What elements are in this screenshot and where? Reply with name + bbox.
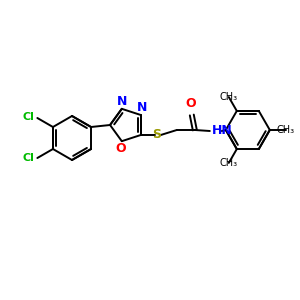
Text: CH₃: CH₃ — [220, 158, 238, 168]
Text: Cl: Cl — [22, 112, 34, 122]
Text: O: O — [116, 142, 126, 155]
Text: S: S — [152, 128, 161, 142]
Text: CH₃: CH₃ — [277, 125, 295, 135]
Text: N: N — [136, 101, 147, 114]
Text: N: N — [117, 95, 127, 108]
Text: CH₃: CH₃ — [220, 92, 238, 102]
Text: HN: HN — [212, 124, 232, 137]
Text: Cl: Cl — [22, 153, 34, 163]
Text: O: O — [185, 97, 196, 110]
